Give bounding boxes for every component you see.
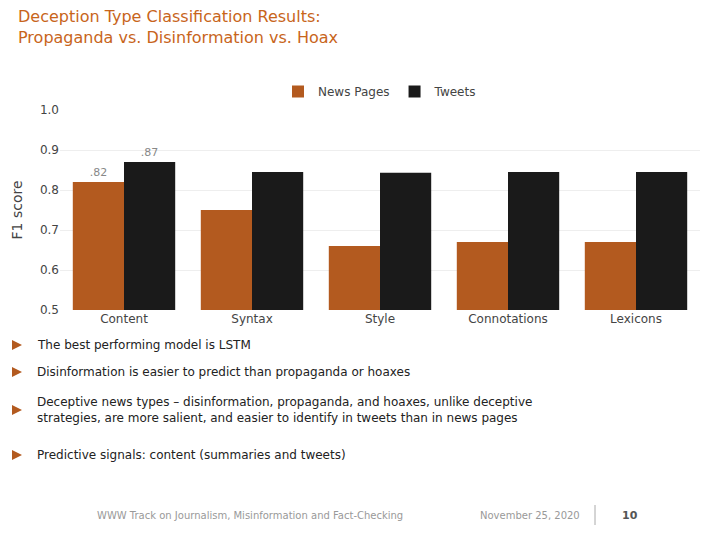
svg-text:WWW Track on Journalism, Misin: WWW Track on Journalism, Misinformation … xyxy=(97,510,403,521)
svg-text:Connotations: Connotations xyxy=(468,312,548,326)
svg-text:0.8: 0.8 xyxy=(40,183,59,197)
svg-text:0.5: 0.5 xyxy=(40,303,59,317)
svg-text:Predictive signals: content (s: Predictive signals: content (summaries a… xyxy=(37,448,346,462)
svg-text:Lexicons: Lexicons xyxy=(610,312,662,326)
svg-text:Deception Type Classification: Deception Type Classification Results:Pr… xyxy=(18,7,338,47)
svg-text:November 25, 2020: November 25, 2020 xyxy=(480,510,580,521)
svg-text:Content: Content xyxy=(100,312,148,326)
svg-text:Style: Style xyxy=(365,312,395,326)
svg-text:Disinformation is easier to pr: Disinformation is easier to predict than… xyxy=(37,365,410,379)
svg-text:.87: .87 xyxy=(141,146,159,159)
svg-text:Tweets: Tweets xyxy=(434,85,476,99)
svg-text:Deceptive news types – disinfo: Deceptive news types – disinformation, p… xyxy=(37,395,532,425)
svg-text:10: 10 xyxy=(622,509,638,522)
svg-text:The best performing model is L: The best performing model is LSTM xyxy=(37,338,251,352)
svg-text:0.6: 0.6 xyxy=(40,263,59,277)
svg-text:News Pages: News Pages xyxy=(318,85,390,99)
svg-text:0.9: 0.9 xyxy=(40,143,59,157)
svg-text:0.7: 0.7 xyxy=(40,223,59,237)
svg-text:1.0: 1.0 xyxy=(40,103,59,117)
svg-text:F1 score: F1 score xyxy=(9,180,25,239)
svg-text:Syntax: Syntax xyxy=(231,312,272,326)
svg-text:.82: .82 xyxy=(90,166,108,179)
